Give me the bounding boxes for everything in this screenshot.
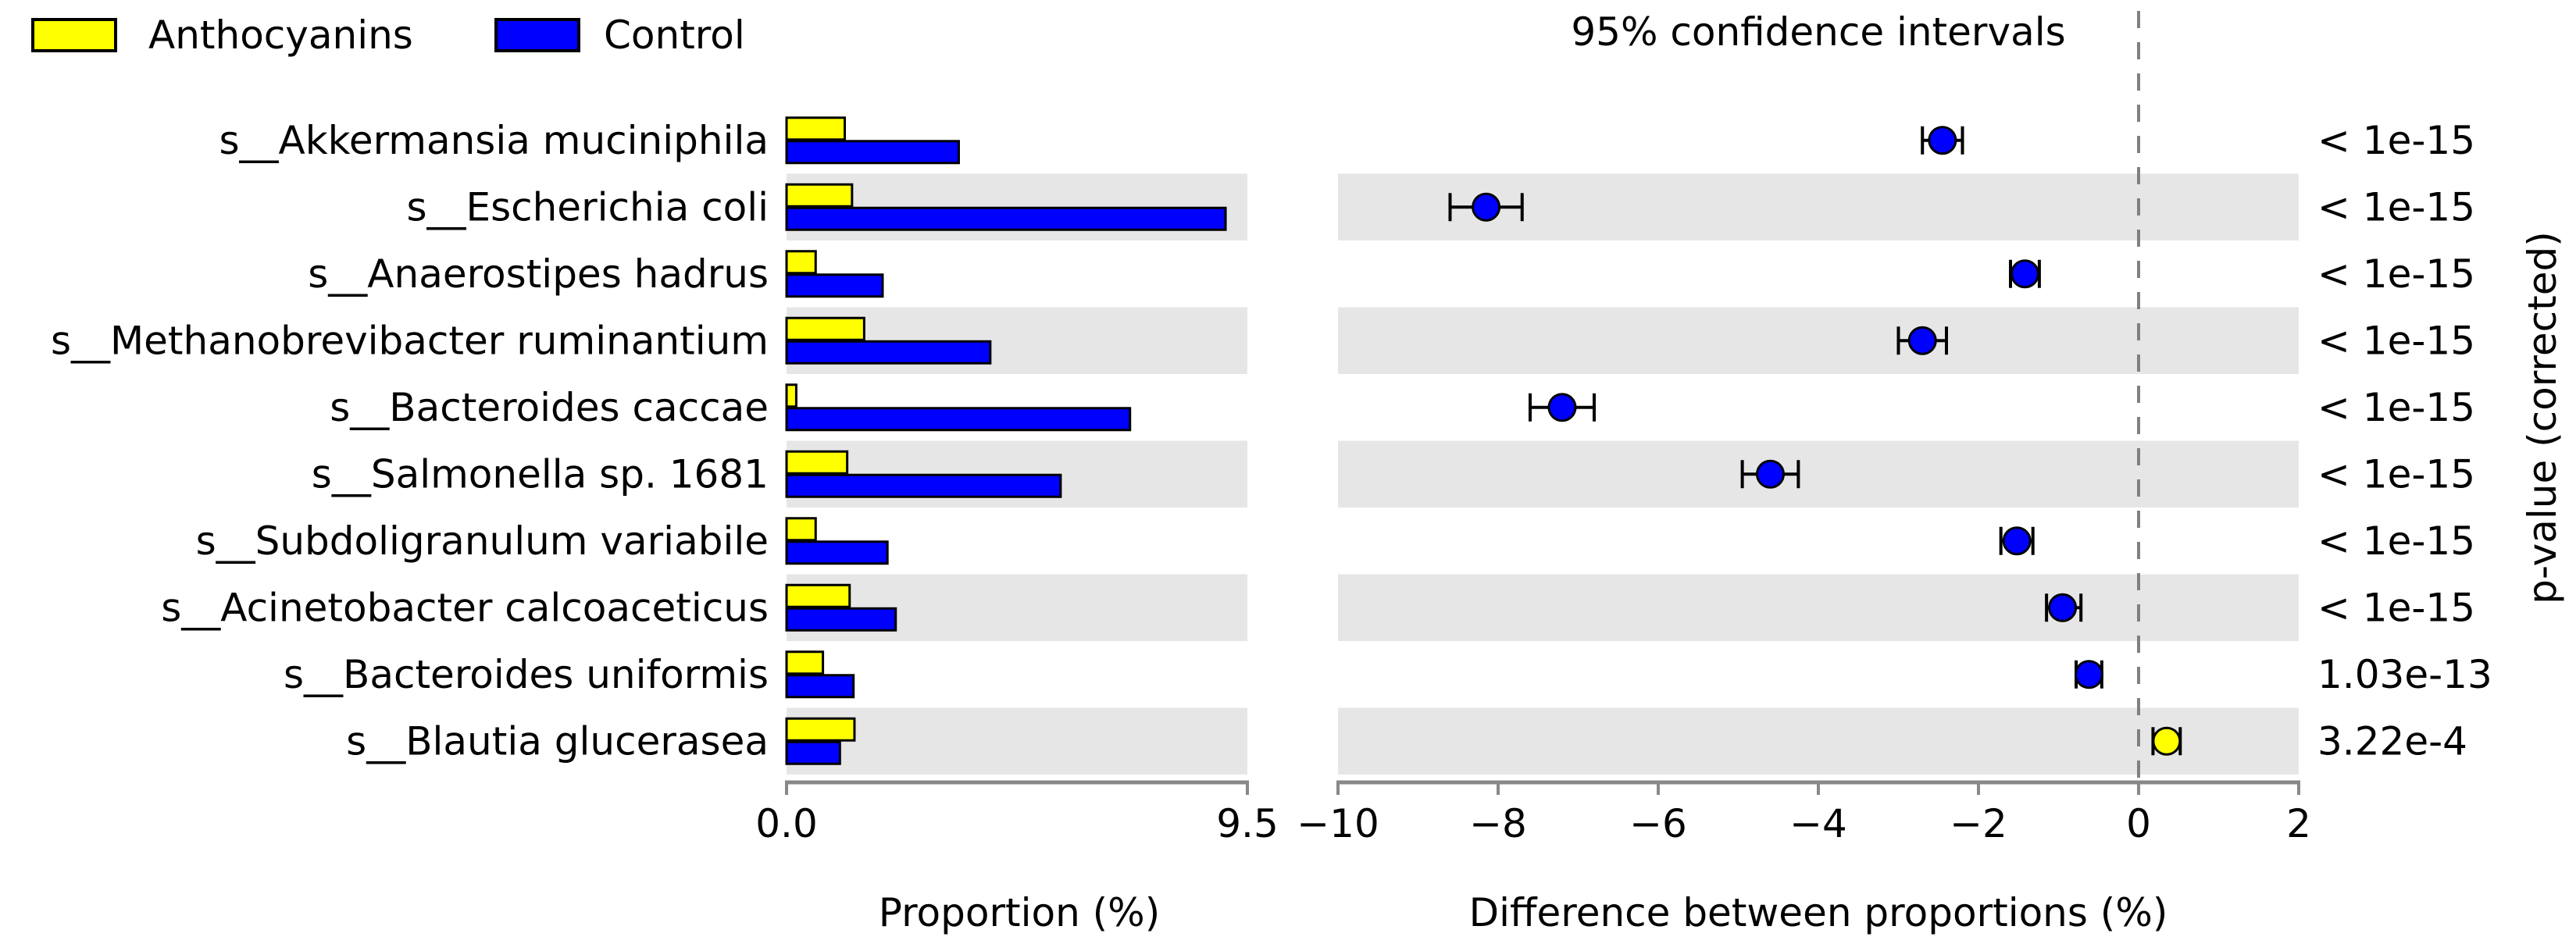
pvalue-label: < 1e-15 xyxy=(2317,118,2475,163)
ci-point xyxy=(1756,459,1785,489)
category-label: s__Blautia glucerasea xyxy=(346,718,769,764)
bar-control xyxy=(785,273,884,298)
right-x-tick-label: −2 xyxy=(1950,801,2007,846)
bar-control xyxy=(785,340,992,365)
left-xlabel: Proportion (%) xyxy=(879,890,1160,935)
pvalue-label: < 1e-15 xyxy=(2317,585,2475,630)
bar-control xyxy=(785,607,897,632)
bar-panel: 0.0 9.5 xyxy=(755,116,1279,846)
pvalue-label: < 1e-15 xyxy=(2317,451,2475,497)
row-band-right xyxy=(1338,307,2299,374)
ci-point xyxy=(2152,726,2182,756)
right-x-tick-label: −10 xyxy=(1297,801,1379,846)
category-label: s__Methanobrevibacter ruminantium xyxy=(51,318,769,363)
legend-swatch-anthocyanins xyxy=(31,18,117,52)
ci-point xyxy=(2010,259,2039,289)
legend-swatch-control xyxy=(494,18,580,52)
pvalue-label: < 1e-15 xyxy=(2317,318,2475,363)
category-label: s__Subdoligranulum variabile xyxy=(196,518,769,564)
bar-anthocyanins xyxy=(785,650,825,675)
ci-point xyxy=(2048,593,2078,622)
bar-control xyxy=(785,740,841,765)
category-label: s__Bacteroides uniformis xyxy=(284,652,769,697)
left-x-tick-label: 0.0 xyxy=(755,801,818,846)
ci-point xyxy=(2074,660,2103,689)
ci-panel: −10 −8 −6 −4 −2 0 2 xyxy=(1297,11,2311,846)
bar-anthocyanins xyxy=(785,116,847,141)
bar-anthocyanins xyxy=(785,450,849,475)
pvalue-label: < 1e-15 xyxy=(2317,518,2475,564)
category-label: s__Bacteroides caccae xyxy=(330,385,769,430)
bar-control xyxy=(785,140,960,165)
right-x-tick-label: −6 xyxy=(1629,801,1687,846)
bar-control xyxy=(785,206,1227,231)
right-x-tick-label: 0 xyxy=(2126,801,2151,846)
legend-label-anthocyanins: Anthocyanins xyxy=(148,12,413,58)
ci-point xyxy=(1547,393,1577,422)
category-label: s__Akkermansia muciniphila xyxy=(219,118,769,163)
row-band-left xyxy=(787,707,1247,775)
right-x-tick-label: −4 xyxy=(1789,801,1847,846)
bar-anthocyanins xyxy=(785,250,817,275)
right-xlabel: Difference between proportions (%) xyxy=(1469,890,2168,935)
bar-control xyxy=(785,473,1062,498)
right-x-tick-label: 2 xyxy=(2286,801,2311,846)
ci-point xyxy=(2002,526,2032,556)
pvalue-labels: < 1e-15 < 1e-15 < 1e-15 < 1e-15 < 1e-15 < 1e-… xyxy=(2317,118,2492,764)
legend: Anthocyanins Control xyxy=(31,12,745,58)
bar-anthocyanins xyxy=(785,183,854,208)
row-band-right xyxy=(1338,574,2299,641)
ci-point xyxy=(1928,126,1957,155)
category-label: s__Salmonella sp. 1681 xyxy=(312,451,769,497)
category-labels: s__Akkermansia muciniphila s__Escherichia… xyxy=(51,118,769,764)
ci-point xyxy=(1472,192,1501,222)
pvalue-axis-label: p-value (corrected) xyxy=(2520,231,2565,604)
bar-anthocyanins xyxy=(785,583,851,608)
bar-control xyxy=(785,407,1132,432)
right-x-tick-label: −8 xyxy=(1469,801,1527,846)
category-label: s__Anaerostipes hadrus xyxy=(308,251,769,297)
pvalue-label: < 1e-15 xyxy=(2317,385,2475,430)
left-x-tick-label: 9.5 xyxy=(1216,801,1279,846)
bar-anthocyanins xyxy=(785,517,817,542)
row-band-right xyxy=(1338,440,2299,508)
pvalue-label: 1.03e-13 xyxy=(2317,652,2492,697)
pvalue-label: < 1e-15 xyxy=(2317,184,2475,230)
ci-title: 95% confidence intervals xyxy=(1571,9,2065,55)
ci-point xyxy=(1907,326,1937,355)
bar-anthocyanins xyxy=(785,383,797,408)
pvalue-label: 3.22e-4 xyxy=(2317,718,2467,764)
category-label: s__Acinetobacter calcoaceticus xyxy=(161,585,769,630)
pvalue-label: < 1e-15 xyxy=(2317,251,2475,297)
bar-anthocyanins xyxy=(785,316,865,341)
bar-control xyxy=(785,674,855,699)
bar-control xyxy=(785,540,889,565)
legend-label-control: Control xyxy=(604,12,745,58)
category-label: s__Escherichia coli xyxy=(406,184,769,230)
bar-anthocyanins xyxy=(785,717,856,742)
